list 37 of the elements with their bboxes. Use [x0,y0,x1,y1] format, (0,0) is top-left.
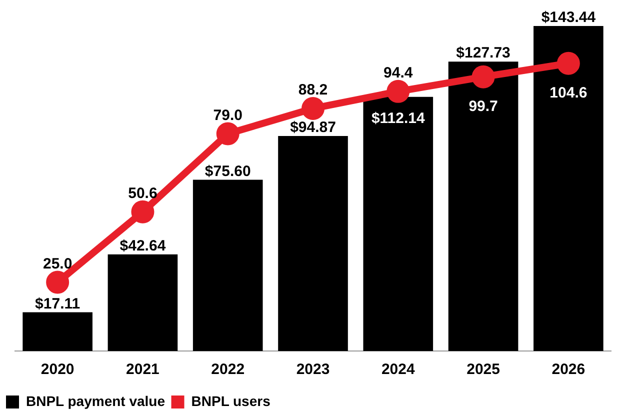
x-tick-label: 2025 [466,361,500,378]
bar [534,26,604,351]
point [556,52,580,75]
data-label: 94.4 [384,64,414,82]
point [46,270,70,294]
data-label: 79.0 [213,106,242,124]
point [131,200,154,224]
data-label: 99.7 [468,98,498,116]
data-label: $94.87 [290,119,336,136]
point [216,122,240,146]
bar [108,254,178,351]
data-label: $143.44 [541,9,596,26]
point [386,80,410,103]
x-tick-label: 2022 [211,361,245,378]
bar [192,180,263,351]
data-label: $42.64 [120,238,166,255]
data-label: 88.2 [298,82,328,99]
x-tick-label: 2020 [40,361,74,378]
data-label: $75.60 [204,162,251,180]
data-label: 104.6 [550,84,588,102]
bar [278,136,348,351]
point [302,96,324,120]
data-label: $127.73 [456,44,510,62]
data-label: $112.14 [371,110,426,128]
x-tick-label: 2023 [296,361,330,378]
legend-label: BNPL users [191,392,271,409]
x-tick-label: 2021 [126,361,160,378]
bar [448,62,518,351]
legend-label: BNPL payment value [26,392,166,409]
data-label: $17.11 [35,295,80,312]
data-label: 50.6 [128,185,158,202]
point [472,65,495,88]
data-label: 25.0 [42,255,72,272]
x-tick-label: 2024 [381,361,416,378]
x-tick-label: 2026 [552,361,586,378]
bar [22,312,92,351]
bar [363,96,434,351]
